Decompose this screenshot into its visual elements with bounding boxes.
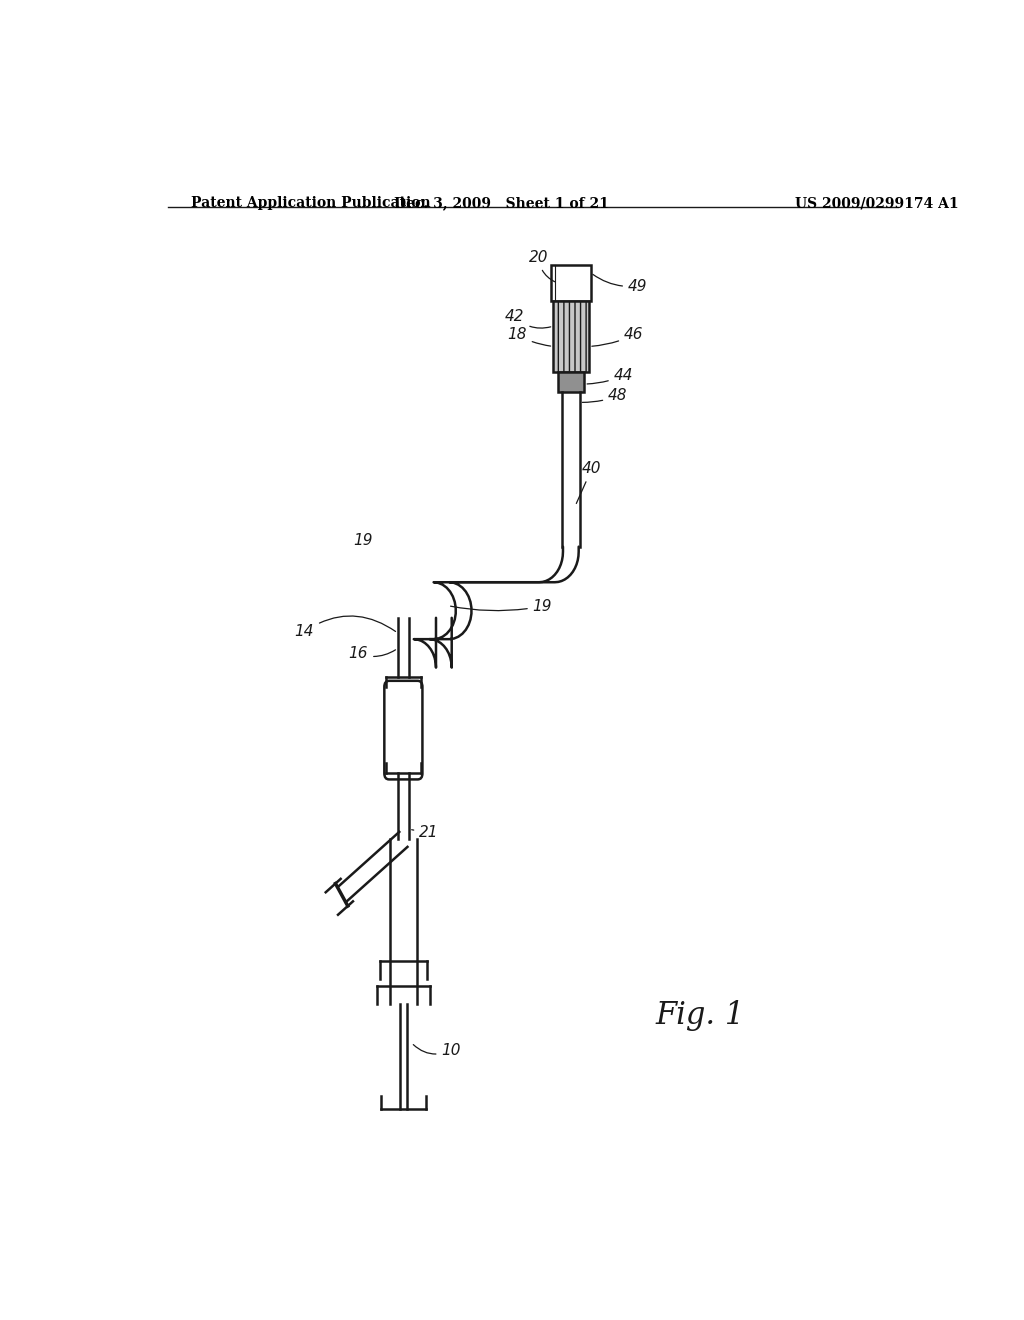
Bar	[551, 265, 591, 301]
Text: 21: 21	[412, 825, 438, 841]
Bar	[553, 301, 589, 372]
Text: Dec. 3, 2009   Sheet 1 of 21: Dec. 3, 2009 Sheet 1 of 21	[393, 195, 608, 210]
Bar	[558, 372, 585, 392]
Text: 18: 18	[507, 327, 551, 346]
Text: 49: 49	[593, 275, 647, 293]
Text: 42: 42	[505, 309, 551, 329]
Text: 40: 40	[577, 462, 601, 503]
Text: US 2009/0299174 A1: US 2009/0299174 A1	[795, 195, 958, 210]
Text: 20: 20	[528, 249, 555, 281]
Text: 10: 10	[414, 1043, 461, 1057]
Text: 44: 44	[587, 368, 633, 384]
Text: Patent Application Publication: Patent Application Publication	[191, 195, 431, 210]
Text: 19: 19	[353, 533, 373, 548]
Text: 16: 16	[348, 647, 395, 661]
Text: 19: 19	[451, 599, 552, 614]
Text: 14: 14	[295, 616, 395, 639]
Text: 46: 46	[592, 327, 643, 346]
Text: Fig. 1: Fig. 1	[655, 1001, 745, 1031]
Text: 48: 48	[583, 388, 628, 404]
FancyBboxPatch shape	[384, 681, 423, 779]
